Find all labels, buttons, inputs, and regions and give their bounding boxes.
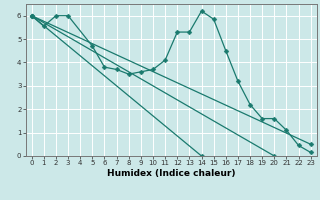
X-axis label: Humidex (Indice chaleur): Humidex (Indice chaleur) xyxy=(107,169,236,178)
